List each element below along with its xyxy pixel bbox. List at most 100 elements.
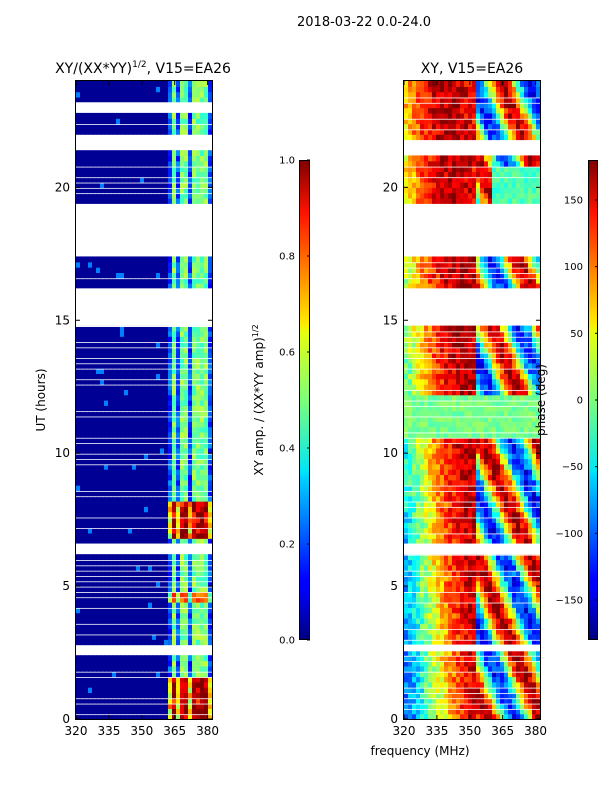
heatmap-cell: [192, 160, 197, 167]
heatmap-cell: [192, 527, 197, 534]
heatmap-cell: [412, 580, 417, 587]
heatmap-cell: [116, 665, 121, 672]
heatmap-cell: [528, 617, 533, 624]
heatmap-cell: [140, 415, 145, 422]
heatmap-cell: [168, 86, 173, 93]
heatmap-cell: [196, 660, 201, 667]
heatmap-cell: [192, 421, 197, 428]
heatmap-cell: [132, 421, 137, 428]
heatmap-cell: [520, 639, 525, 646]
heatmap-cell: [416, 713, 421, 720]
heatmap-cell: [160, 373, 165, 380]
heatmap-cell: [536, 639, 541, 646]
heatmap-cell: [476, 639, 481, 646]
heatmap-cell: [500, 708, 505, 715]
heatmap-cell: [488, 628, 493, 635]
heatmap-cell: [184, 623, 189, 630]
heatmap-cell: [160, 458, 165, 465]
heatmap-cell: [124, 123, 129, 130]
heatmap-cell: [80, 511, 85, 518]
heatmap-cell: [440, 554, 445, 561]
heatmap-cell: [172, 511, 177, 518]
heatmap-cell: [128, 187, 133, 194]
heatmap-cell: [536, 469, 541, 476]
heatmap-cell: [136, 128, 141, 135]
heatmap-cell: [156, 522, 161, 529]
heatmap-cell: [452, 564, 457, 571]
heatmap-cell: [112, 687, 117, 694]
heatmap-cell: [140, 426, 145, 433]
heatmap-cell: [416, 676, 421, 683]
heatmap-cell: [448, 458, 453, 465]
flagged-row: [76, 495, 212, 498]
heatmap-cell: [452, 447, 457, 454]
heatmap-cell: [116, 123, 121, 130]
heatmap-cell: [448, 649, 453, 656]
heatmap-cell: [200, 346, 205, 353]
heatmap-cell: [164, 501, 169, 507]
heatmap-cell: [116, 490, 121, 497]
heatmap-cell: [176, 697, 181, 704]
heatmap-cell: [136, 368, 141, 375]
heatmap-cell: [156, 442, 161, 449]
heatmap-cell: [436, 580, 441, 587]
heatmap-cell: [88, 150, 93, 157]
heatmap-cell: [424, 458, 429, 465]
heatmap-cell: [408, 453, 413, 460]
heatmap-cell: [428, 516, 433, 523]
heatmap-cell: [96, 527, 101, 534]
heatmap-cell: [108, 267, 113, 273]
heatmap-cell: [184, 325, 189, 332]
heatmap-cell: [532, 490, 537, 497]
heatmap-cell: [156, 128, 161, 135]
heatmap-cell: [88, 123, 93, 130]
heatmap-cell: [472, 671, 477, 678]
heatmap-cell: [184, 495, 189, 502]
heatmap-cell: [500, 607, 505, 614]
heatmap-cell: [204, 346, 209, 353]
heatmap-cell: [528, 697, 533, 704]
heatmap-cell: [432, 501, 437, 507]
heatmap-cell: [108, 421, 113, 428]
heatmap-cell: [116, 373, 121, 380]
heatmap-cell: [148, 490, 153, 497]
heatmap-cell: [480, 703, 485, 709]
heatmap-cell: [456, 612, 461, 619]
heatmap-cell: [428, 591, 433, 598]
heatmap-cell: [184, 612, 189, 619]
heatmap-cell: [132, 602, 137, 608]
heatmap-cell: [440, 703, 445, 709]
heatmap-cell: [512, 490, 517, 497]
heatmap-cell: [80, 495, 85, 502]
heatmap-cell: [440, 501, 445, 507]
heatmap-cell: [472, 655, 477, 662]
heatmap-cell: [172, 197, 177, 204]
heatmap-cell: [524, 586, 529, 592]
heatmap-cell: [524, 527, 529, 534]
heatmap-cell: [424, 633, 429, 640]
heatmap-cell: [196, 527, 201, 534]
heatmap-cell: [524, 665, 529, 672]
heatmap-cell: [200, 123, 205, 130]
heatmap-cell: [76, 405, 81, 412]
heatmap-cell: [160, 580, 165, 587]
heatmap-cell: [208, 341, 213, 348]
heatmap-cell: [84, 713, 89, 720]
heatmap-cell: [416, 697, 421, 704]
heatmap-cell: [132, 128, 137, 135]
heatmap-cell: [84, 426, 89, 433]
heatmap-cell: [148, 112, 153, 119]
heatmap-cell: [436, 628, 441, 635]
heatmap-cell: [488, 633, 493, 640]
heatmap-cell: [492, 501, 497, 507]
heatmap-cell: [416, 485, 421, 491]
heatmap-cell: [204, 81, 209, 87]
heatmap-cell: [108, 591, 113, 598]
heatmap-cell: [88, 325, 93, 332]
heatmap-cell: [140, 703, 145, 709]
heatmap-cell: [112, 277, 117, 284]
heatmap-cell: [460, 633, 465, 640]
heatmap-cell: [116, 410, 121, 417]
heatmap-cell: [152, 463, 157, 470]
heatmap-cell: [148, 612, 153, 619]
